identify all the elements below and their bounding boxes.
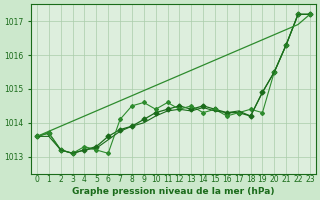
X-axis label: Graphe pression niveau de la mer (hPa): Graphe pression niveau de la mer (hPa) [72, 187, 275, 196]
